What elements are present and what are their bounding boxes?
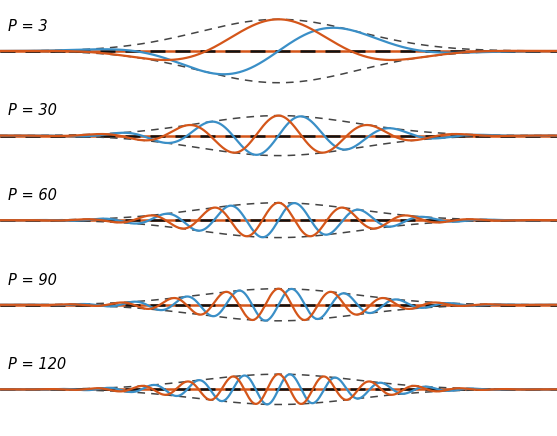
Text: P = 30: P = 30 — [8, 103, 57, 119]
Text: P = 90: P = 90 — [8, 272, 57, 288]
Text: P = 3: P = 3 — [8, 19, 48, 34]
Text: P = 120: P = 120 — [8, 357, 66, 372]
Text: P = 60: P = 60 — [8, 188, 57, 203]
